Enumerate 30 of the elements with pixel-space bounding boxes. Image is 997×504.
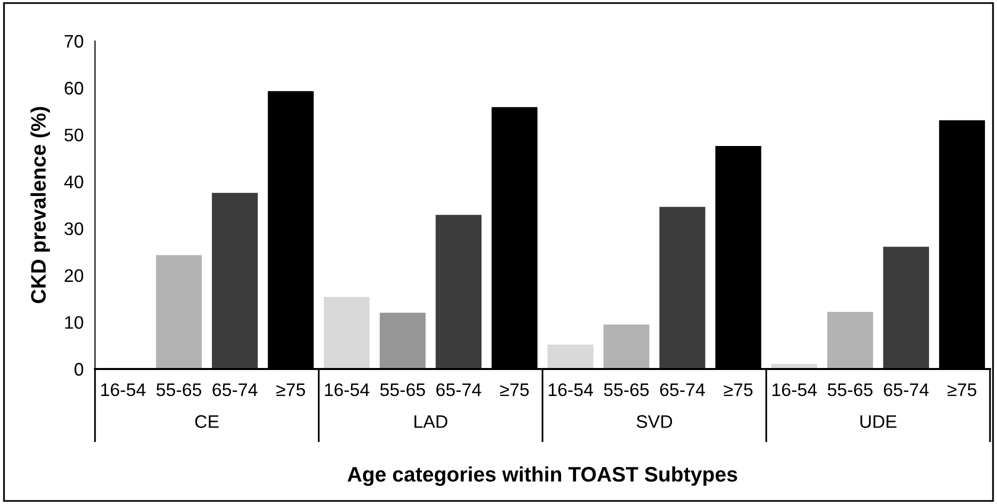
- text: LAD: [414, 415, 448, 428]
- x-tick-label: ≥75: [724, 384, 753, 396]
- x-tick-label: 55-65: [828, 383, 872, 396]
- x-tick-label: ≥75: [948, 384, 976, 396]
- y-axis-title: CKD prevalence (%): [30, 107, 50, 304]
- y-tick-label: 50: [64, 128, 84, 142]
- y-tick-label: 10: [65, 316, 84, 329]
- x-tick-label: 55-65: [604, 383, 649, 396]
- x-tick-label: 16-54: [772, 383, 817, 396]
- y-tick-label: 20: [64, 269, 84, 282]
- x-tick-label: 55-65: [380, 383, 425, 396]
- x-tick-label: 16-54: [101, 383, 146, 396]
- x-tick-label: ≥75: [500, 384, 529, 396]
- x-tick-label: 16-54: [548, 383, 594, 396]
- x-tick-label: 65-74: [660, 383, 705, 396]
- x-tick-label: 65-74: [884, 383, 929, 396]
- x-tick-label: 65-74: [436, 383, 482, 396]
- x-tick-label: 16-54: [325, 383, 370, 396]
- y-tick-label: 60: [64, 82, 84, 95]
- y-tick-label: 30: [64, 222, 84, 236]
- y-tick-label: 70: [64, 34, 84, 48]
- y-tick-label: 40: [64, 176, 84, 188]
- x-tick-label: 55-65: [156, 383, 202, 396]
- x-tick-label: ≥75: [276, 384, 306, 396]
- text: CE: [195, 415, 219, 428]
- text: SVD: [636, 415, 672, 428]
- y-tick-label: 0: [74, 362, 84, 376]
- x-tick-label: 65-74: [212, 383, 258, 396]
- x-axis-title: Age categories within TOAST Subtypes: [348, 466, 738, 486]
- text: UDE: [860, 415, 896, 428]
